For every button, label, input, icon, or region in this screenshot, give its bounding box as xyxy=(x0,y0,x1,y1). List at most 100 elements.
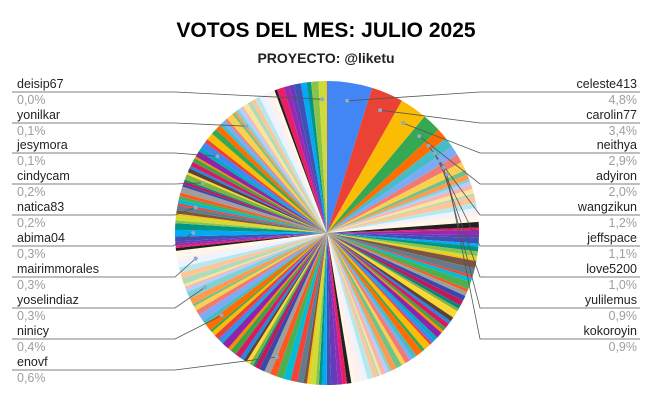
leader-line xyxy=(403,122,640,154)
slice-label-name: abima04 xyxy=(17,231,65,245)
pie-slice xyxy=(306,233,327,384)
pie-slice xyxy=(327,233,417,359)
leader-dot xyxy=(417,134,422,139)
leader-dot xyxy=(378,108,383,113)
pie-slice xyxy=(184,233,327,289)
pie-slice xyxy=(327,193,475,233)
pie-slice xyxy=(327,233,438,341)
pie-slice xyxy=(327,138,453,233)
leader-line xyxy=(12,232,194,247)
pie-slice xyxy=(183,181,327,233)
leader-line xyxy=(434,153,640,247)
pie-slice xyxy=(187,168,327,233)
pie-slice xyxy=(309,233,327,385)
pie-slice xyxy=(192,233,327,307)
pie-slice xyxy=(254,233,327,370)
leader-dot xyxy=(445,172,450,177)
pie-slice xyxy=(327,233,471,290)
pie-slice xyxy=(243,103,327,233)
pie-slice xyxy=(228,233,327,351)
pie-slice xyxy=(327,179,471,233)
pie-slice xyxy=(327,211,478,233)
pie-slice xyxy=(327,233,479,238)
slice-label-name: carolin77 xyxy=(586,108,637,122)
pie-slice xyxy=(327,233,363,383)
pie-slice xyxy=(327,233,392,372)
pie-slice xyxy=(327,233,386,375)
leader-line xyxy=(12,182,204,185)
pie-slice xyxy=(222,120,327,233)
pie-slice xyxy=(175,215,327,233)
pie-slice xyxy=(327,233,425,352)
pie-slice xyxy=(211,129,327,233)
pie-slice xyxy=(327,195,476,233)
slice-label-name: deisip67 xyxy=(17,77,64,91)
pie-slice xyxy=(327,229,480,235)
pie-slice xyxy=(176,210,327,233)
pie-slice xyxy=(176,233,327,261)
pie-slice xyxy=(189,233,327,305)
pie-slice xyxy=(274,89,327,233)
leader-dot xyxy=(201,180,205,185)
chart-subtitle: PROYECTO: @liketu xyxy=(257,50,394,66)
pie-slice xyxy=(322,233,327,385)
pie-slice xyxy=(327,81,373,233)
leader-line xyxy=(418,135,640,185)
pie-slice xyxy=(327,233,343,385)
pie-slice xyxy=(264,233,327,374)
pie-slice xyxy=(186,172,327,233)
leader-line xyxy=(12,287,206,309)
slice-label-percent: 1,1% xyxy=(609,247,638,261)
pie-slice xyxy=(175,220,327,233)
pie-slice xyxy=(226,114,327,233)
pie-slice xyxy=(327,162,466,233)
slice-label-name: kokoroyin xyxy=(584,324,638,338)
pie-slice xyxy=(327,116,439,233)
pie-slice xyxy=(196,233,327,315)
pie-slice xyxy=(238,107,327,233)
pie-slice xyxy=(327,233,432,345)
slice-label-name: celeste413 xyxy=(577,77,638,91)
pie-slice xyxy=(327,233,458,318)
leader-dot xyxy=(219,313,224,318)
pie-slice xyxy=(327,233,477,262)
pie-slice xyxy=(253,233,327,367)
leader-line xyxy=(12,356,277,371)
pie-slice xyxy=(327,233,477,269)
pie-slice xyxy=(327,146,458,233)
pie-slice xyxy=(327,233,348,385)
pie-slice xyxy=(327,170,468,233)
leader-line xyxy=(12,258,196,278)
pie-slice xyxy=(194,156,327,233)
slice-label-name: yulilemus xyxy=(585,293,637,307)
leader-line xyxy=(428,145,640,216)
pie-slice xyxy=(198,147,327,233)
slice-label-name: cindycam xyxy=(17,169,70,183)
pie-slice xyxy=(327,233,469,292)
pie-slice xyxy=(235,233,327,358)
pie-slice xyxy=(176,205,327,233)
pie-slice xyxy=(325,81,327,233)
pie-slice xyxy=(185,233,327,292)
pie-slice xyxy=(276,87,327,233)
pie-slice xyxy=(265,91,327,234)
pie-slices xyxy=(174,81,480,386)
pie-slice xyxy=(327,184,473,233)
pie-slice xyxy=(327,233,374,380)
leader-line xyxy=(12,207,196,216)
pie-slice xyxy=(178,233,327,273)
pie-slice xyxy=(327,233,479,244)
pie-slice xyxy=(327,233,451,324)
pie-slice xyxy=(326,233,332,386)
leader-dot xyxy=(426,143,431,148)
pie-slice xyxy=(184,174,327,233)
pie-slice xyxy=(180,186,327,233)
pie-slice xyxy=(225,118,327,233)
pie-slice xyxy=(195,151,327,233)
pie-slice xyxy=(177,199,327,233)
pie-slice xyxy=(290,233,327,383)
leader-dot xyxy=(432,151,437,156)
pie-slice xyxy=(311,81,327,234)
pie-slice xyxy=(218,233,327,343)
